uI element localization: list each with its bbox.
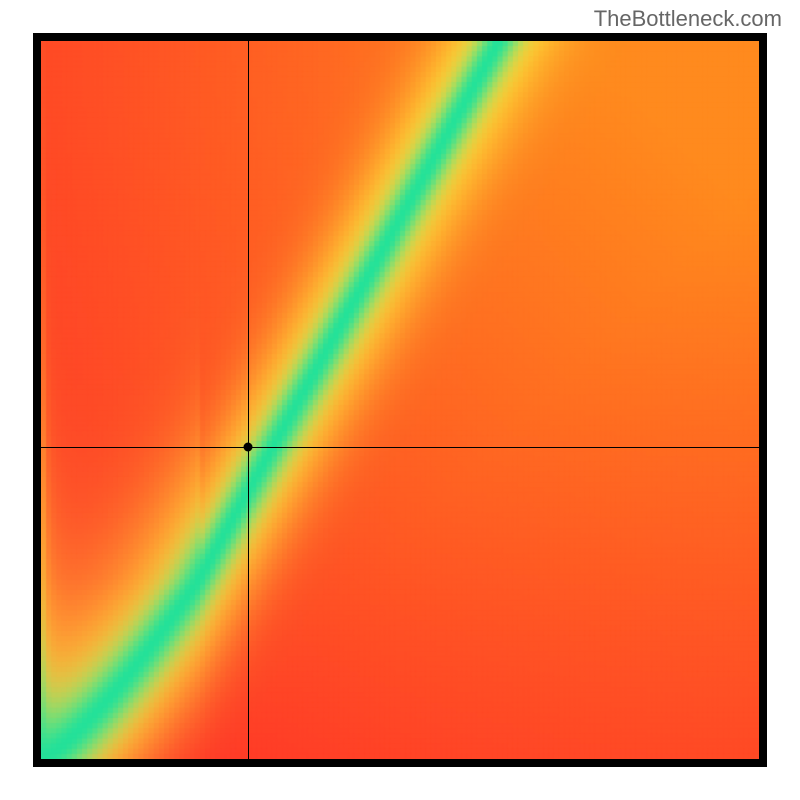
plot-frame <box>33 33 767 767</box>
plot-inner <box>41 41 759 759</box>
heatmap-canvas <box>41 41 759 759</box>
crosshair-vertical <box>248 41 249 759</box>
crosshair-horizontal <box>41 447 759 448</box>
watermark-text: TheBottleneck.com <box>594 6 782 32</box>
marker-dot <box>243 442 252 451</box>
